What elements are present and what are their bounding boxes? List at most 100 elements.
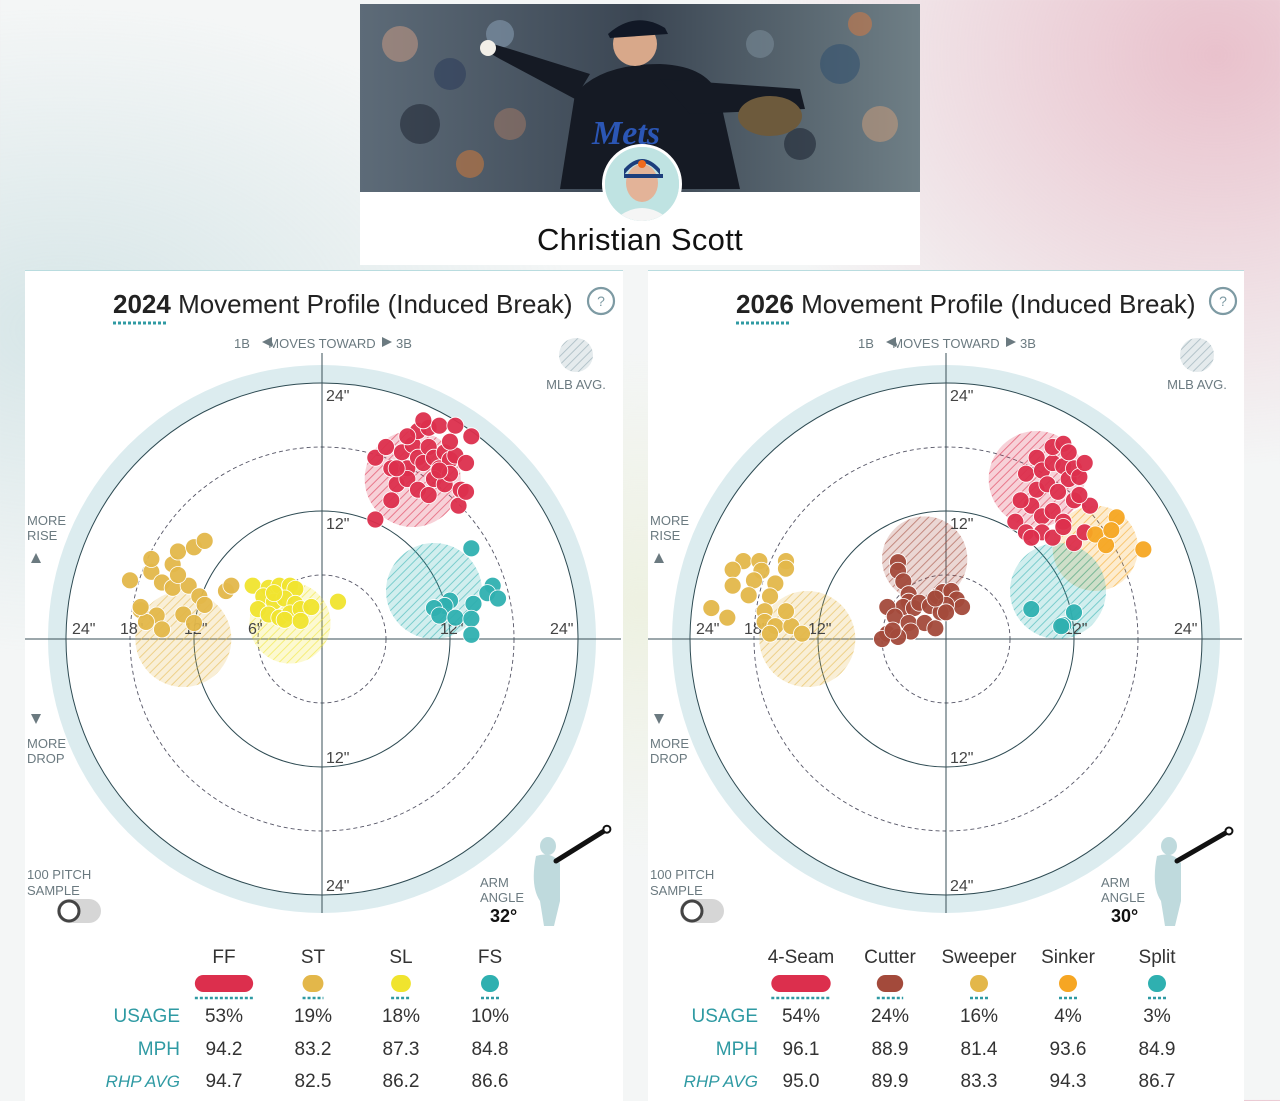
pitch-point-st xyxy=(169,566,187,584)
rhp-avg-value: 86.6 xyxy=(472,1071,509,1092)
pitch-point-cutter xyxy=(953,598,971,616)
pitch-color-swatch xyxy=(194,975,254,992)
pitch-point-ff xyxy=(446,416,465,435)
pitch-point-ff xyxy=(457,454,475,472)
pitch-point-sweeper xyxy=(793,624,811,643)
pitch-color-swatch xyxy=(391,975,411,992)
x-tick-label: 18" xyxy=(120,621,143,638)
mph-value: 88.9 xyxy=(872,1039,909,1060)
pitcher-silhouette-icon xyxy=(533,824,612,926)
sample-toggle[interactable] xyxy=(57,899,101,923)
mlb-avg-legend-icon xyxy=(559,338,593,372)
pitch-point-ff xyxy=(462,427,481,446)
help-icon[interactable]: ? xyxy=(1208,286,1238,316)
arm-angle-label-1: ARM xyxy=(480,875,509,890)
x-tick-label: 24" xyxy=(1174,621,1197,638)
pitch-point-st xyxy=(195,595,214,614)
arrow-up-icon xyxy=(654,553,664,563)
usage-value: 53% xyxy=(205,1006,243,1027)
pitch-point-sweeper xyxy=(723,560,742,579)
help-icon[interactable]: ? xyxy=(586,286,616,316)
mph-value: 96.1 xyxy=(783,1039,820,1060)
pitch-point-sweeper xyxy=(761,624,779,643)
arm-angle-line xyxy=(1174,828,1232,864)
arrow-down-icon xyxy=(31,714,41,724)
arrow-down-icon xyxy=(654,714,664,724)
arm-angle-ball xyxy=(602,824,612,834)
pitch-point-st xyxy=(222,576,241,595)
pitch-name: ST xyxy=(301,947,326,968)
more-drop-label-2: DROP xyxy=(650,751,688,766)
usage-value: 19% xyxy=(294,1006,332,1027)
help-icon-circle[interactable] xyxy=(1208,286,1238,316)
rhp-avg-value: 82.5 xyxy=(295,1071,332,1092)
sample-toggle[interactable] xyxy=(680,899,724,923)
pitch-point-4-seam xyxy=(1017,464,1035,483)
pitch-name: FF xyxy=(212,947,235,968)
moves-toward-label: MOVES TOWARD xyxy=(892,336,999,351)
arrow-right-icon xyxy=(1006,337,1016,347)
pitch-point-ff xyxy=(430,461,449,480)
player-avatar-art xyxy=(605,147,679,221)
moves-right-label: 3B xyxy=(396,336,412,351)
chart-title-year: 2024 xyxy=(113,289,171,319)
sample-toggle-knob[interactable] xyxy=(57,899,81,923)
rhp-avg-value: 94.7 xyxy=(206,1071,243,1092)
pitch-point-ff xyxy=(457,482,475,501)
chart-title-year: 2026 xyxy=(736,289,794,319)
sample-label-2: SAMPLE xyxy=(650,883,703,898)
chart-title-text: Movement Profile (Induced Break) xyxy=(171,289,573,319)
pitch-point-fs xyxy=(464,594,483,613)
sample-label-2: SAMPLE xyxy=(27,883,80,898)
pitch-name: SL xyxy=(389,947,412,968)
pitch-color-swatch xyxy=(1148,975,1166,992)
pitch-point-4-seam xyxy=(1043,502,1062,520)
series-split xyxy=(1022,600,1083,636)
y-tick-label: 24" xyxy=(326,878,349,895)
pitch-point-sl xyxy=(291,611,310,630)
usage-value: 3% xyxy=(1143,1006,1171,1027)
pitch-point-ff xyxy=(430,416,449,435)
pitch-point-st xyxy=(195,531,214,550)
rhp-avg-value: 83.3 xyxy=(961,1071,998,1092)
more-rise-label-2: RISE xyxy=(650,528,681,543)
rhp-avg-value: 89.9 xyxy=(872,1071,909,1092)
silhouette-body xyxy=(533,854,560,926)
x-tick-label: 24" xyxy=(550,621,573,638)
y-tick-label: 24" xyxy=(950,878,973,895)
pitch-point-sweeper xyxy=(718,608,737,627)
usage-row-label: USAGE xyxy=(113,1006,180,1027)
help-icon-circle[interactable] xyxy=(586,286,616,316)
pitch-point-ff xyxy=(398,470,417,488)
player-avatar xyxy=(602,144,682,224)
sample-label-1: 100 PITCH xyxy=(27,867,91,882)
pitch-point-4-seam xyxy=(1043,528,1062,547)
movement-chart-2024: 2024 Movement Profile (Induced Break) ? 1B… xyxy=(25,286,621,1092)
pitch-point-4-seam xyxy=(1022,528,1041,547)
pitch-point-st xyxy=(153,620,171,639)
mph-value: 81.4 xyxy=(961,1039,998,1060)
usage-value: 4% xyxy=(1054,1006,1082,1027)
series-ff xyxy=(366,411,481,529)
movement-panel-2024: 2024 Movement Profile (Induced Break)? 1B… xyxy=(25,270,623,1101)
y-tick-label: 12" xyxy=(326,516,349,533)
pitch-point-split xyxy=(1022,600,1041,619)
pitch-point-4-seam xyxy=(1049,482,1067,501)
pitch-point-split xyxy=(1065,603,1083,622)
pitch-color-swatch xyxy=(481,975,499,992)
arrow-left-icon xyxy=(886,337,896,347)
series-fs xyxy=(425,539,507,644)
more-drop-label-2: DROP xyxy=(27,751,65,766)
rhp-avg-value: 86.2 xyxy=(383,1071,420,1092)
player-photo-art: Mets xyxy=(360,4,920,192)
arm-angle-label-1: ARM xyxy=(1101,875,1130,890)
pitch-point-sinker xyxy=(1097,536,1115,555)
pitch-point-ff xyxy=(414,411,433,430)
mlb-avg-area-st xyxy=(135,591,232,687)
sample-toggle-knob[interactable] xyxy=(680,899,704,923)
chart-title-text: Movement Profile (Induced Break) xyxy=(794,289,1196,319)
pitch-point-4-seam xyxy=(1081,496,1099,515)
arrow-right-icon xyxy=(382,337,392,347)
pitch-point-cutter xyxy=(937,603,955,622)
usage-row-label: USAGE xyxy=(691,1006,758,1027)
